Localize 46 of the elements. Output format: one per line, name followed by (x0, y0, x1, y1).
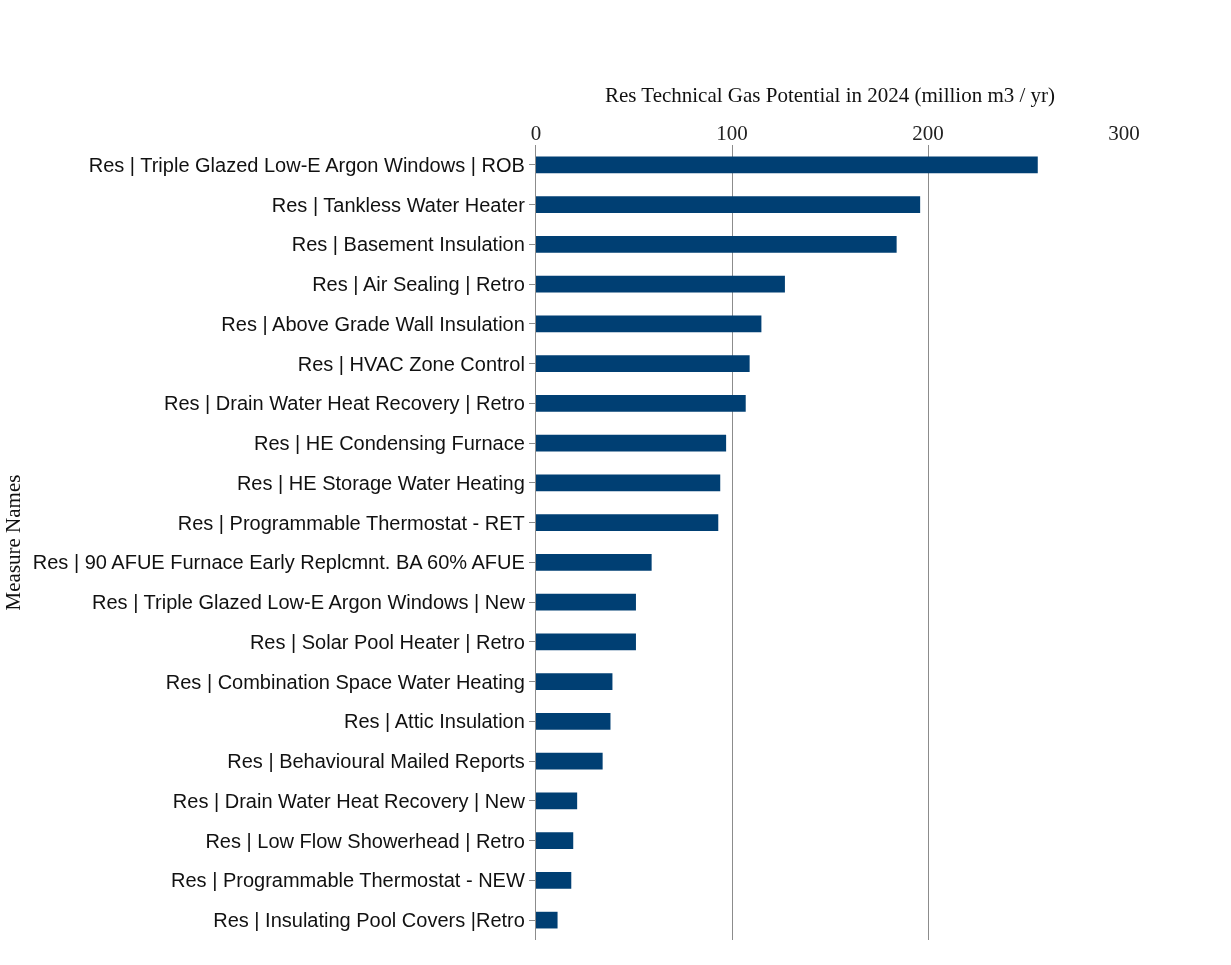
bar (536, 434, 727, 452)
y-tick-label: Res | Triple Glazed Low-E Argon Windows | New (92, 591, 526, 614)
bar (536, 514, 719, 531)
x-tick-label: 0 (530, 120, 542, 145)
bar (536, 156, 1038, 174)
y-tick-label: Res | Drain Water Heat Recovery | Retro (163, 392, 525, 415)
x-tick-label: 200 (912, 120, 944, 145)
y-tick-label: Res | 90 AFUE Furnace Early Replcmnt. BA 60% AFUE (32, 551, 525, 574)
bar (536, 752, 603, 770)
bar (536, 593, 636, 611)
y-tick-label: Res | Tankless Water Heater (271, 193, 526, 216)
x-tick-label: 300 (1108, 120, 1140, 145)
x-tick-label: 100 (716, 120, 748, 145)
y-tick-label: Res | HE Storage Water Heating (236, 471, 525, 494)
y-tick-label: Res | Basement Insulation (291, 233, 525, 256)
y-tick-label: Res | Drain Water Heat Recovery | New (172, 789, 526, 812)
y-tick-label: Res | Attic Insulation (344, 710, 525, 733)
bar (536, 275, 785, 293)
y-tick-label: Res | Combination Space Water Heating (165, 670, 525, 693)
bar (536, 832, 574, 849)
bar (536, 872, 572, 889)
y-tick-label: Res | HE Condensing Furnace (253, 432, 525, 455)
y-tick-label: Res | Air Sealing | Retro (312, 273, 525, 296)
bar (536, 792, 578, 810)
bar (536, 355, 750, 372)
bar (536, 554, 652, 571)
bar (536, 196, 921, 213)
bar (536, 236, 897, 253)
bar (536, 713, 611, 730)
y-tick-label: Res | Solar Pool Heater | Retro (249, 630, 525, 653)
y-tick-label: Res | HVAC Zone Control (297, 352, 525, 375)
y-tick-label: Res | Programmable Thermostat - NEW (171, 869, 525, 892)
y-axis-title: Measure Names (0, 474, 25, 611)
y-tick-label: Res | Behavioural Mailed Reports (227, 750, 525, 773)
bar (536, 315, 762, 333)
y-tick-label: Res | Programmable Thermostat - RET (177, 511, 525, 534)
y-tick-label: Res | Insulating Pool Covers |Retro (213, 909, 525, 932)
y-tick-label: Res | Above Grade Wall Insulation (221, 312, 525, 335)
bar (536, 633, 636, 651)
y-tick-label: Res | Low Flow Showerhead | Retro (205, 829, 525, 852)
bar (536, 395, 746, 412)
bar (536, 474, 721, 492)
bar (536, 911, 558, 929)
x-axis-title: Res Technical Gas Potential in 2024 (million m3 / yr) (604, 82, 1056, 107)
y-tick-label: Res | Triple Glazed Low-E Argon Windows | ROB (88, 153, 525, 176)
bar (536, 673, 613, 690)
